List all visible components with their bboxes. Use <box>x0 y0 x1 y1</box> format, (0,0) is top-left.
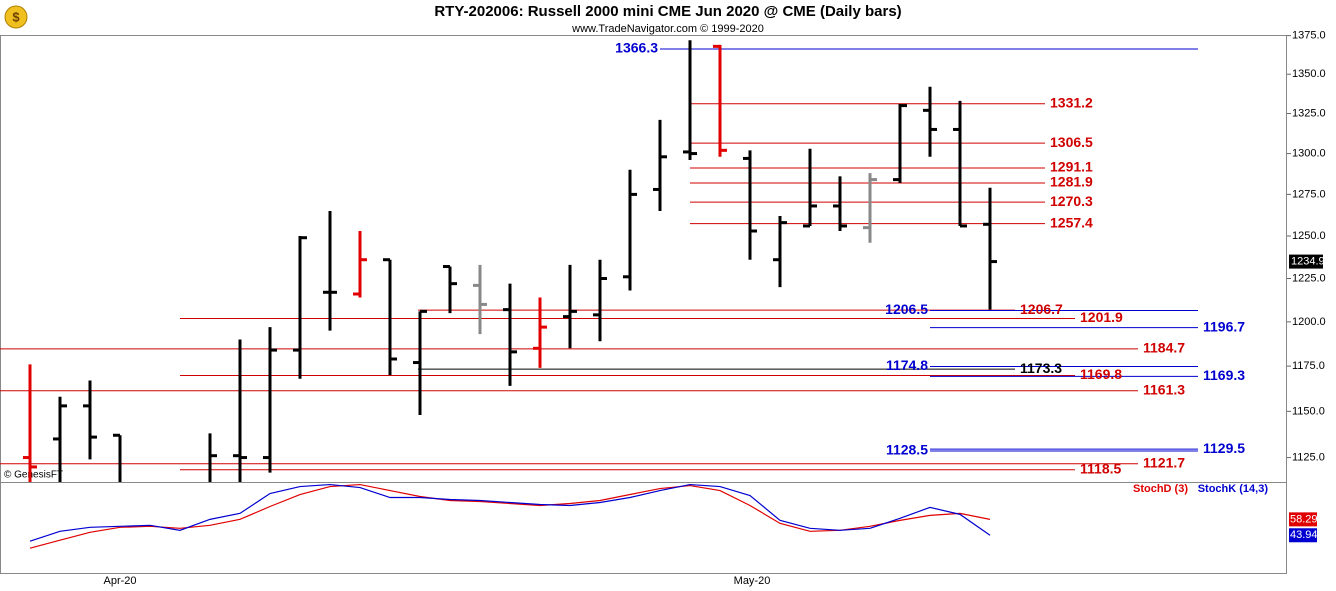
legend-entry: StochD (3) <box>1133 483 1188 495</box>
level-label: 1161.3 <box>1143 381 1185 397</box>
last-value-label: 43.94 <box>1290 529 1318 541</box>
y-tick-label: 1125.0 <box>1292 451 1325 463</box>
level-label: 1169.8 <box>1080 366 1122 382</box>
level-label: 1196.7 <box>1203 318 1245 334</box>
logo: $ <box>4 5 28 29</box>
y-tick-label: 1150.0 <box>1292 405 1325 417</box>
legend-entry: StochK (14,3) <box>1198 483 1269 495</box>
y-tick-label: 1350.0 <box>1292 68 1326 80</box>
x-tick-label: May-20 <box>734 575 771 587</box>
level-label: 1206.5 <box>885 301 928 317</box>
last-price-box <box>1289 254 1323 269</box>
y-tick-label: 1250.0 <box>1292 230 1326 242</box>
last-value-box <box>1289 528 1317 543</box>
stoch-line <box>29 483 991 549</box>
level-label: 1173.3 <box>1020 360 1062 376</box>
y-tick-label: 1275.0 <box>1292 188 1326 200</box>
y-tick-label: 1225.0 <box>1292 272 1326 284</box>
last-price-label: 1234.9 <box>1291 255 1325 267</box>
plot-frame <box>0 35 1287 574</box>
stoch-panel <box>29 483 991 549</box>
x-tick-label: Apr-20 <box>103 575 136 587</box>
y-tick-label: 1325.0 <box>1292 107 1326 119</box>
level-label: 1121.7 <box>1143 454 1185 470</box>
axes: 1375.0 1350.0 1325.0 1300.0 1275.0 1250.0 1225… <box>103 30 1325 587</box>
stoch-line <box>29 483 991 542</box>
level-label: 1128.5 <box>886 442 928 458</box>
level-label: 1201.9 <box>1080 309 1123 325</box>
level-label: 1291.1 <box>1050 159 1093 175</box>
level-label: 1366.3 <box>615 40 658 56</box>
last-value-box <box>1289 512 1317 527</box>
chart-subtitle: www.TradeNavigator.com © 1999-2020 <box>571 23 764 35</box>
y-tick-label: 1175.0 <box>1292 360 1325 372</box>
level-label: 1118.5 <box>1080 460 1121 476</box>
chart-title: RTY-202006: Russell 2000 mini CME Jun 20… <box>434 3 901 20</box>
level-label: 1281.9 <box>1050 174 1093 190</box>
level-label: 1257.4 <box>1050 214 1093 230</box>
y-tick-label: 1300.0 <box>1292 147 1326 159</box>
level-label: 1174.8 <box>886 357 928 373</box>
y-tick-label: 1200.0 <box>1292 316 1326 328</box>
y-tick-label: 1375.0 <box>1292 30 1326 42</box>
price-panel <box>0 40 1198 482</box>
level-label: 1206.7 <box>1020 301 1063 317</box>
svg-text:$: $ <box>12 9 20 24</box>
watermark: © GenesisFT <box>4 470 63 481</box>
level-label: 1169.3 <box>1203 367 1245 383</box>
level-label: 1331.2 <box>1050 94 1093 110</box>
level-label: 1184.7 <box>1143 340 1185 356</box>
level-label: 1270.3 <box>1050 193 1093 209</box>
level-label: 1129.5 <box>1203 440 1245 456</box>
last-value-label: 58.29 <box>1290 513 1318 525</box>
level-label: 1306.5 <box>1050 134 1093 150</box>
